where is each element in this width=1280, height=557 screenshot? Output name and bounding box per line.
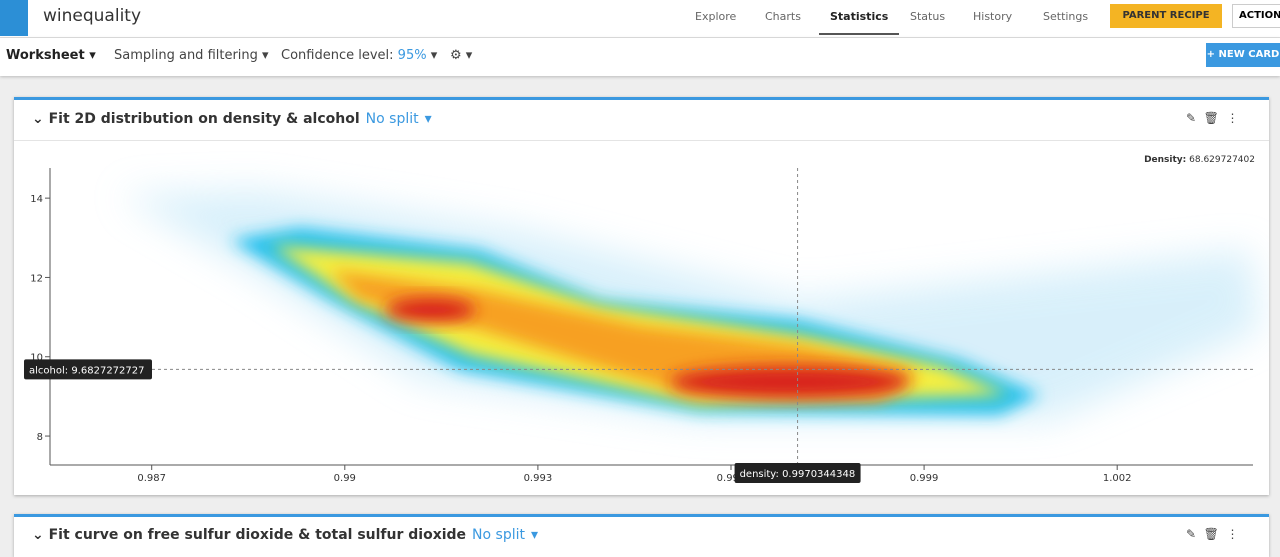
actions-button[interactable]: ACTIONS [1232,4,1280,28]
y-tick-label: 14 [30,194,43,205]
x-tick-label: 1.002 [1103,473,1132,484]
nav-item[interactable]: Status [910,10,946,23]
parent-recipe-button[interactable]: PARENT RECIPE [1110,4,1222,28]
worksheet-menu[interactable]: Worksheet ▾ [6,48,96,63]
x-tick-label: 0.993 [524,473,553,484]
y-tick-label: 8 [37,432,43,443]
label: Confidence level: [281,48,394,63]
heatmap [120,190,1260,420]
density-readout: Density: 68.629727402 [1144,155,1255,165]
tooltip-text: alcohol: 9.6827272727 [29,365,145,376]
card: ⌄ Fit curve on free sulfur dioxide & tot… [14,514,1269,557]
x-tick-label: 0.996 [717,473,746,484]
density-value: 68.629727402 [1189,155,1255,165]
x-tick-label: 0.999 [910,473,939,484]
tooltip-label: density: [740,469,779,480]
logo[interactable] [0,0,28,36]
nav-item[interactable]: History [973,10,1013,23]
top-bar: winequality Explore Charts Statistics St… [0,0,1280,38]
toolbar: Worksheet ▾ Sampling and filtering ▾ Con… [0,38,1280,76]
x-tooltip: density: 0.9970344348 [734,463,861,483]
tooltip-text: density: 0.9970344348 [740,469,856,480]
nav-item[interactable]: Charts [765,10,801,23]
card-icons[interactable]: ✎ 🗑 ⋮ [1186,527,1239,541]
confidence-menu[interactable]: Confidence level: 95% ▾ [281,48,438,63]
tooltip-label: alcohol: [29,365,68,376]
title: Fit 2D distribution on density & alcohol [48,111,360,127]
label: Worksheet [6,48,85,63]
card-header: ⌄ Fit 2D distribution on density & alcoh… [14,100,1269,141]
label: Sampling and filtering [114,48,258,63]
split-menu[interactable]: No split [472,527,525,543]
confidence-value: 95% [397,48,427,63]
sampling-menu[interactable]: Sampling and filtering ▾ [114,48,269,63]
tooltip-box [734,463,861,483]
density-label: Density: [1144,155,1187,165]
title: Fit curve on free sulfur dioxide & total… [48,527,467,543]
tooltip-value: 0.9970344348 [782,469,855,480]
tooltip-value: 9.6827272727 [71,365,144,376]
nav-item[interactable]: Settings [1043,10,1089,23]
nav-item[interactable]: Statistics [819,10,900,35]
card-title: ⌄ Fit curve on free sulfur dioxide & tot… [32,527,539,543]
y-tick-label: 12 [30,273,43,284]
split-menu[interactable]: No split [365,111,419,127]
project-name[interactable]: winequality [43,6,142,26]
density-plot: 0.987 0.99 0.993 0.996 0.999 1.002 8 10 12 14 dens… [24,168,1260,484]
card-icons[interactable]: ✎ 🗑 ⋮ [1186,111,1239,125]
x-tick-label: 0.987 [137,473,166,484]
x-tick-label: 0.99 [334,473,356,484]
card-title: ⌄ Fit 2D distribution on density & alcoh… [32,111,432,127]
y-tooltip: alcohol: 9.6827272727 [24,359,152,380]
settings-menu[interactable]: ⚙ ▾ [450,48,473,63]
nav-item[interactable]: Explore [695,10,737,23]
y-tick-label: 10 [30,353,43,364]
tooltip-box [24,359,152,380]
new-card-button[interactable]: + NEW CARD [1206,43,1280,67]
